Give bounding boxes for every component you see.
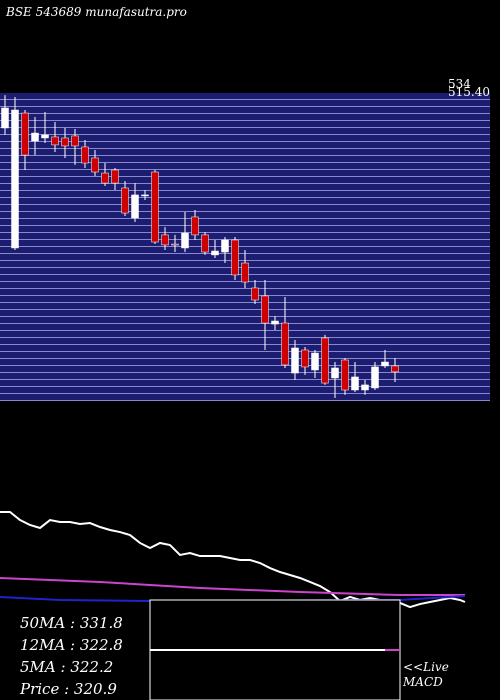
candle-body (361, 384, 369, 391)
stat-label: 50MA : 331.8 (20, 614, 123, 632)
candle-body (221, 239, 229, 253)
candle-body (331, 367, 339, 379)
candle-body (201, 234, 209, 253)
candle-body (181, 232, 189, 249)
candle-body (391, 365, 399, 373)
stat-label: 12MA : 322.8 (20, 636, 123, 654)
candle-body (141, 194, 149, 197)
candle-body (301, 349, 309, 368)
ma-line (0, 577, 465, 597)
candle-body (351, 376, 359, 391)
candle-body (381, 361, 389, 367)
candle-body (131, 194, 139, 219)
live-link[interactable]: <<Live (403, 660, 449, 674)
chart-title: BSE 543689 munafasutra.pro (5, 5, 187, 19)
candle-body (341, 359, 349, 391)
candle-body (291, 347, 299, 374)
stat-label: 5MA : 322.2 (20, 658, 113, 676)
candle-body (71, 135, 79, 147)
candle-body (161, 234, 169, 246)
candle-body (51, 136, 59, 146)
candle-body (1, 107, 9, 129)
candle-body (271, 320, 279, 325)
candle-body (151, 171, 159, 243)
candle-body (21, 112, 29, 156)
macd-label: MACD (402, 675, 443, 689)
candle-body (111, 169, 119, 184)
candle-body (41, 134, 49, 139)
candle-body (371, 366, 379, 389)
candle-body (11, 109, 19, 249)
candle-body (121, 187, 129, 214)
candle-body (81, 146, 89, 164)
candle-body (321, 337, 329, 384)
candle-body (311, 352, 319, 371)
price-label: 515.40 (448, 85, 490, 99)
candle-body (91, 157, 99, 173)
candle-body (171, 243, 179, 246)
ma-line (0, 511, 466, 609)
candle-body (251, 287, 259, 301)
candle-body (191, 216, 199, 236)
candle-body (101, 172, 109, 184)
candle-body (231, 239, 239, 276)
candle-body (261, 295, 269, 324)
stat-label: Price : 320.9 (19, 680, 117, 698)
price-label: 534 (448, 77, 471, 91)
candle-body (241, 262, 249, 283)
candle-body (281, 322, 289, 366)
candle-body (61, 137, 69, 147)
candle-body (211, 250, 219, 256)
price-band (0, 93, 490, 401)
candle-body (31, 132, 39, 142)
